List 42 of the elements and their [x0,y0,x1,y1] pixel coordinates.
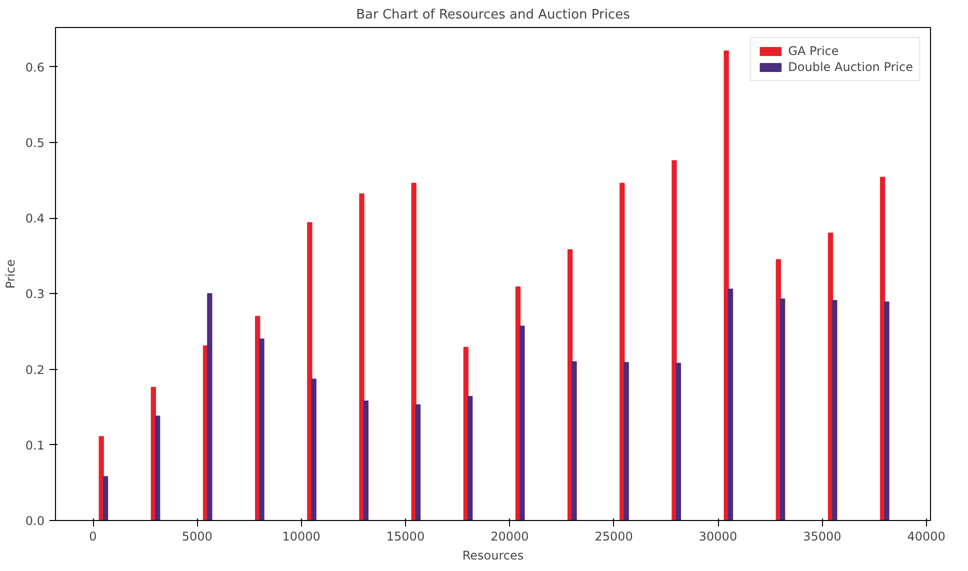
bar [468,396,473,520]
chart-title: Bar Chart of Resources and Auction Prices [356,8,630,22]
bar [207,293,212,520]
bar [307,222,312,520]
bar [572,361,577,520]
x-tick-label: 35000 [803,530,842,544]
x-tick-label: 30000 [698,530,738,544]
bar [728,288,734,520]
x-tick-label: 15000 [386,530,425,544]
bar [676,362,681,520]
y-axis-title: Price [3,259,18,289]
x-tick-label: 25000 [594,530,633,544]
y-tick-label: 0.5 [25,136,45,150]
bar [411,182,416,520]
bar [102,476,108,520]
y-tick-label: 0.0 [25,514,45,528]
bar [832,300,838,520]
x-axis-title: Resources [462,548,524,562]
legend-label: GA Price [788,44,839,58]
bar [520,326,525,520]
bar [311,378,316,520]
x-tick-label: 5000 [182,530,212,544]
y-tick-label: 0.4 [25,212,45,226]
bar [624,362,629,520]
x-tick-label: 0 [89,530,97,544]
bar [415,404,421,520]
y-tick-label: 0.1 [25,438,45,452]
bar [155,416,160,520]
y-tick-label: 0.6 [25,60,45,74]
bar [672,160,677,520]
bar [359,193,364,520]
x-tick-label: 20000 [490,530,529,544]
bar [363,400,368,520]
y-tick-label: 0.2 [25,362,45,377]
bar [620,182,625,520]
bar [884,301,890,520]
bar [780,298,786,520]
bar [259,338,264,520]
y-tick-label: 0.3 [25,287,45,302]
x-tick-label: 10000 [282,530,320,544]
x-tick-label: 40000 [907,530,946,544]
legend-label: Double Auction Price [788,60,913,74]
